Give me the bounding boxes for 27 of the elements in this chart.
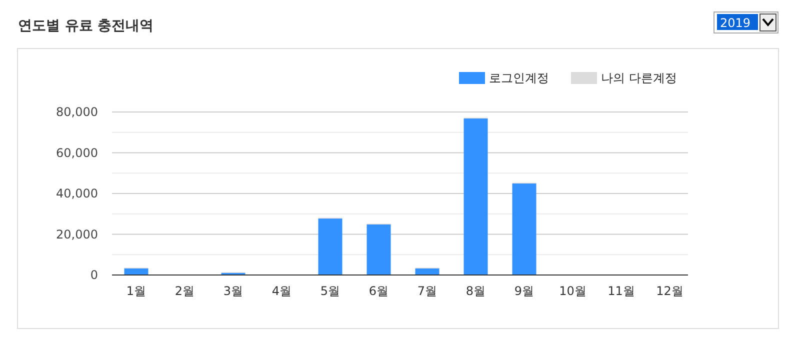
bar bbox=[366, 224, 391, 275]
bar bbox=[512, 184, 536, 275]
y-tick-label: 60,000 bbox=[56, 146, 98, 160]
x-tick-label: 9월 bbox=[514, 284, 534, 298]
x-tick-label: 4월 bbox=[272, 284, 292, 298]
x-tick-label: 11월 bbox=[608, 284, 635, 298]
x-tick-label: 6월 bbox=[368, 284, 389, 298]
x-tick-label: 12월 bbox=[656, 284, 684, 298]
x-tick-label: 10월 bbox=[559, 284, 586, 298]
chart-title: 연도별 유료 충전내역 bbox=[18, 18, 154, 34]
y-tick-label: 80,000 bbox=[56, 105, 98, 119]
x-tick-label: 3월 bbox=[223, 284, 244, 298]
bar bbox=[464, 118, 488, 275]
x-tick-label: 8월 bbox=[466, 284, 486, 298]
bar bbox=[415, 268, 440, 275]
bar bbox=[318, 218, 342, 275]
x-tick-label: 7월 bbox=[417, 284, 438, 298]
x-tick-label: 1월 bbox=[126, 284, 146, 298]
legend-label: 로그인계정 bbox=[489, 71, 549, 85]
legend-label: 나의 다른계정 bbox=[601, 71, 677, 85]
y-tick-label: 20,000 bbox=[56, 227, 98, 242]
bar bbox=[124, 268, 148, 275]
x-tick-label: 5월 bbox=[320, 284, 340, 298]
y-tick-label: 40,000 bbox=[56, 186, 98, 200]
y-tick-label: 0 bbox=[90, 268, 98, 282]
x-tick-label: 2월 bbox=[174, 284, 195, 298]
text: 2019 bbox=[720, 16, 751, 30]
